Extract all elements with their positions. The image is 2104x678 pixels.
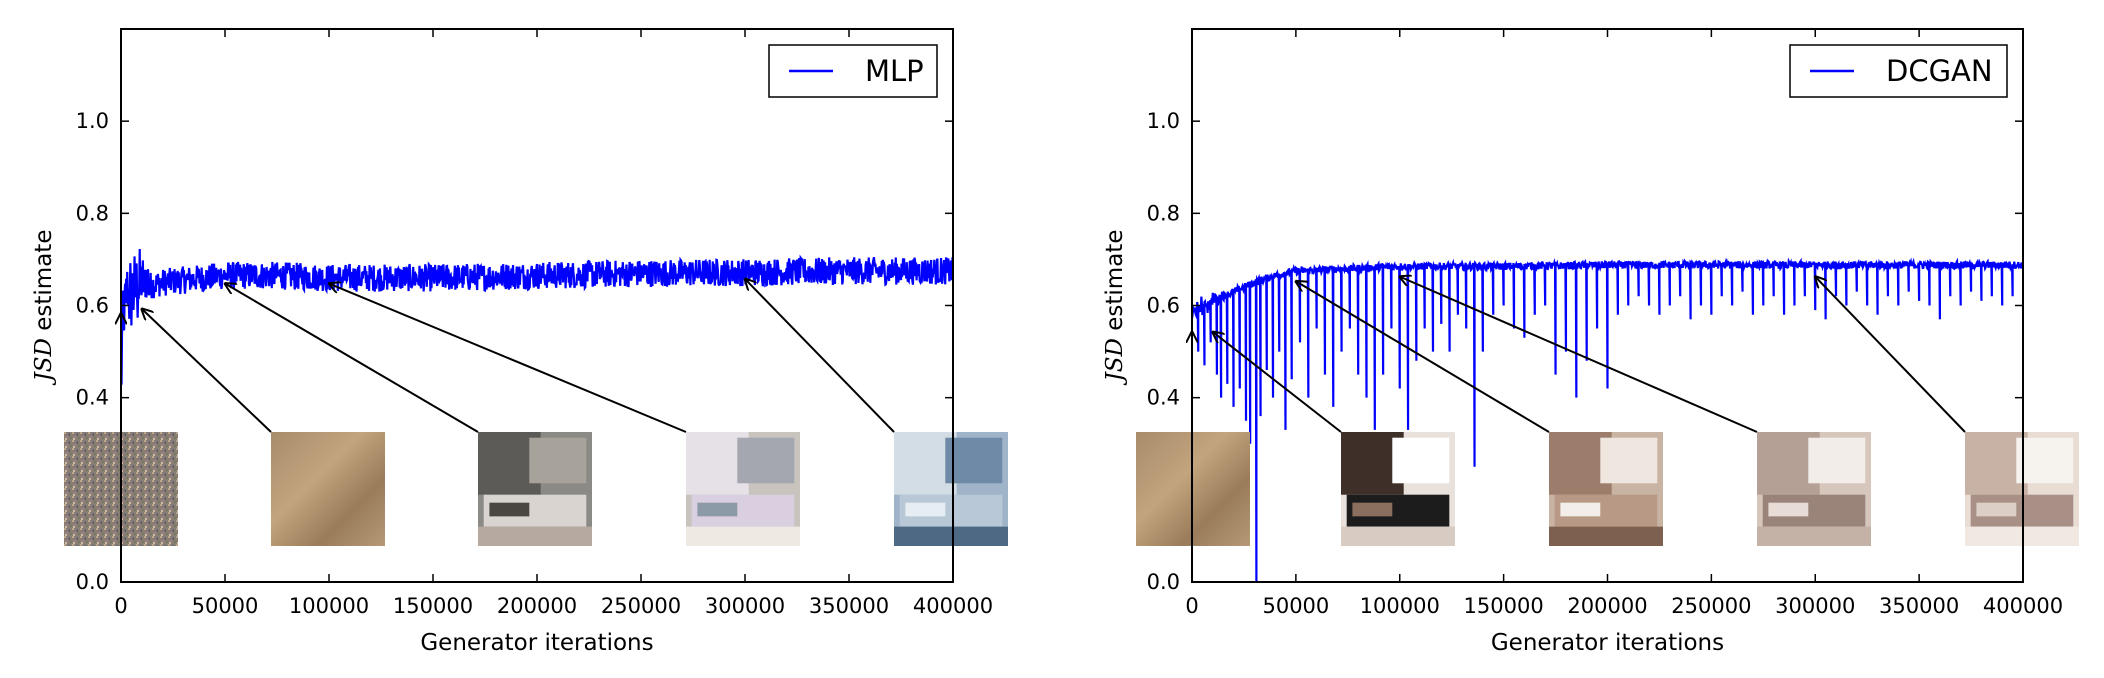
y-axis-label: JSD estimate (31, 230, 57, 386)
sample-image-3 (1757, 432, 1871, 546)
x-tick-label: 300000 (705, 594, 785, 618)
legend-label: DCGAN (1886, 54, 1993, 88)
y-tick-label: 0.4 (1147, 386, 1180, 410)
x-tick-label: 350000 (1879, 594, 1959, 618)
annotation-arrow-1 (142, 309, 272, 433)
x-tick-label: 0 (114, 594, 127, 618)
annotation-arrow-4 (1815, 277, 1966, 433)
x-tick-label: 400000 (913, 594, 993, 618)
y-axis-label-italic: JSD (1102, 338, 1128, 385)
chart-panel-1: 0 50000 100000 150000 200000 250000 300000 3500… (1102, 28, 2079, 656)
y-tick-label: 0.0 (76, 570, 109, 594)
x-tick-label: 50000 (1262, 594, 1329, 618)
x-tick-label: 100000 (1360, 594, 1440, 618)
x-tick-label: 350000 (809, 594, 889, 618)
annotation-arrow-3 (1400, 277, 1758, 433)
x-tick-label: 100000 (289, 594, 369, 618)
legend-label: MLP (865, 54, 924, 88)
y-tick-label: 0.4 (76, 386, 109, 410)
y-axis-label-rest: estimate (1102, 230, 1128, 339)
x-axis-label: Generator iterations (1491, 630, 1724, 656)
sample-image-2 (478, 432, 592, 546)
annotation-arrow-2 (1296, 281, 1550, 433)
annotation-arrow-1 (1213, 332, 1342, 433)
sample-image-2 (1549, 432, 1663, 546)
y-tick-label: 0.6 (76, 294, 109, 318)
x-tick-label: 250000 (601, 594, 681, 618)
y-tick-label: 1.0 (76, 109, 109, 133)
series-line-mlp (121, 248, 953, 385)
chart-panel-0: 0 50000 100000 150000 200000 250000 300000 3500… (31, 28, 1008, 656)
y-tick-label: 0.8 (1147, 201, 1180, 225)
legend: DCGAN (1789, 44, 2008, 98)
x-tick-label: 150000 (1464, 594, 1544, 618)
annotation-arrow-3 (329, 284, 687, 433)
y-tick-label: 0.6 (1147, 294, 1180, 318)
x-tick-label: 250000 (1671, 594, 1751, 618)
y-tick-label: 0.8 (76, 201, 109, 225)
y-tick-label: 1.0 (1147, 109, 1180, 133)
y-axis-label-rest: estimate (31, 230, 57, 339)
x-tick-label: 200000 (497, 594, 577, 618)
sample-image-1 (271, 432, 385, 546)
sample-image-1 (1341, 432, 1455, 546)
legend: MLP (768, 44, 938, 98)
y-tick-label: 0.0 (1147, 570, 1180, 594)
x-tick-label: 50000 (192, 594, 259, 618)
x-tick-label: 150000 (393, 594, 473, 618)
y-axis-label-italic: JSD (31, 338, 57, 385)
x-tick-label: 400000 (1983, 594, 2063, 618)
x-tick-label: 200000 (1567, 594, 1647, 618)
x-tick-label: 300000 (1775, 594, 1855, 618)
sample-image-3 (686, 432, 800, 546)
series-line-dcgan (1192, 257, 2023, 582)
y-axis-label: JSD estimate (1102, 230, 1128, 386)
annotation-arrow-4 (745, 279, 895, 433)
x-tick-label: 0 (1185, 594, 1198, 618)
sample-image-4 (894, 432, 1008, 546)
x-axis-label: Generator iterations (420, 630, 653, 656)
annotation-arrow-2 (225, 284, 479, 433)
